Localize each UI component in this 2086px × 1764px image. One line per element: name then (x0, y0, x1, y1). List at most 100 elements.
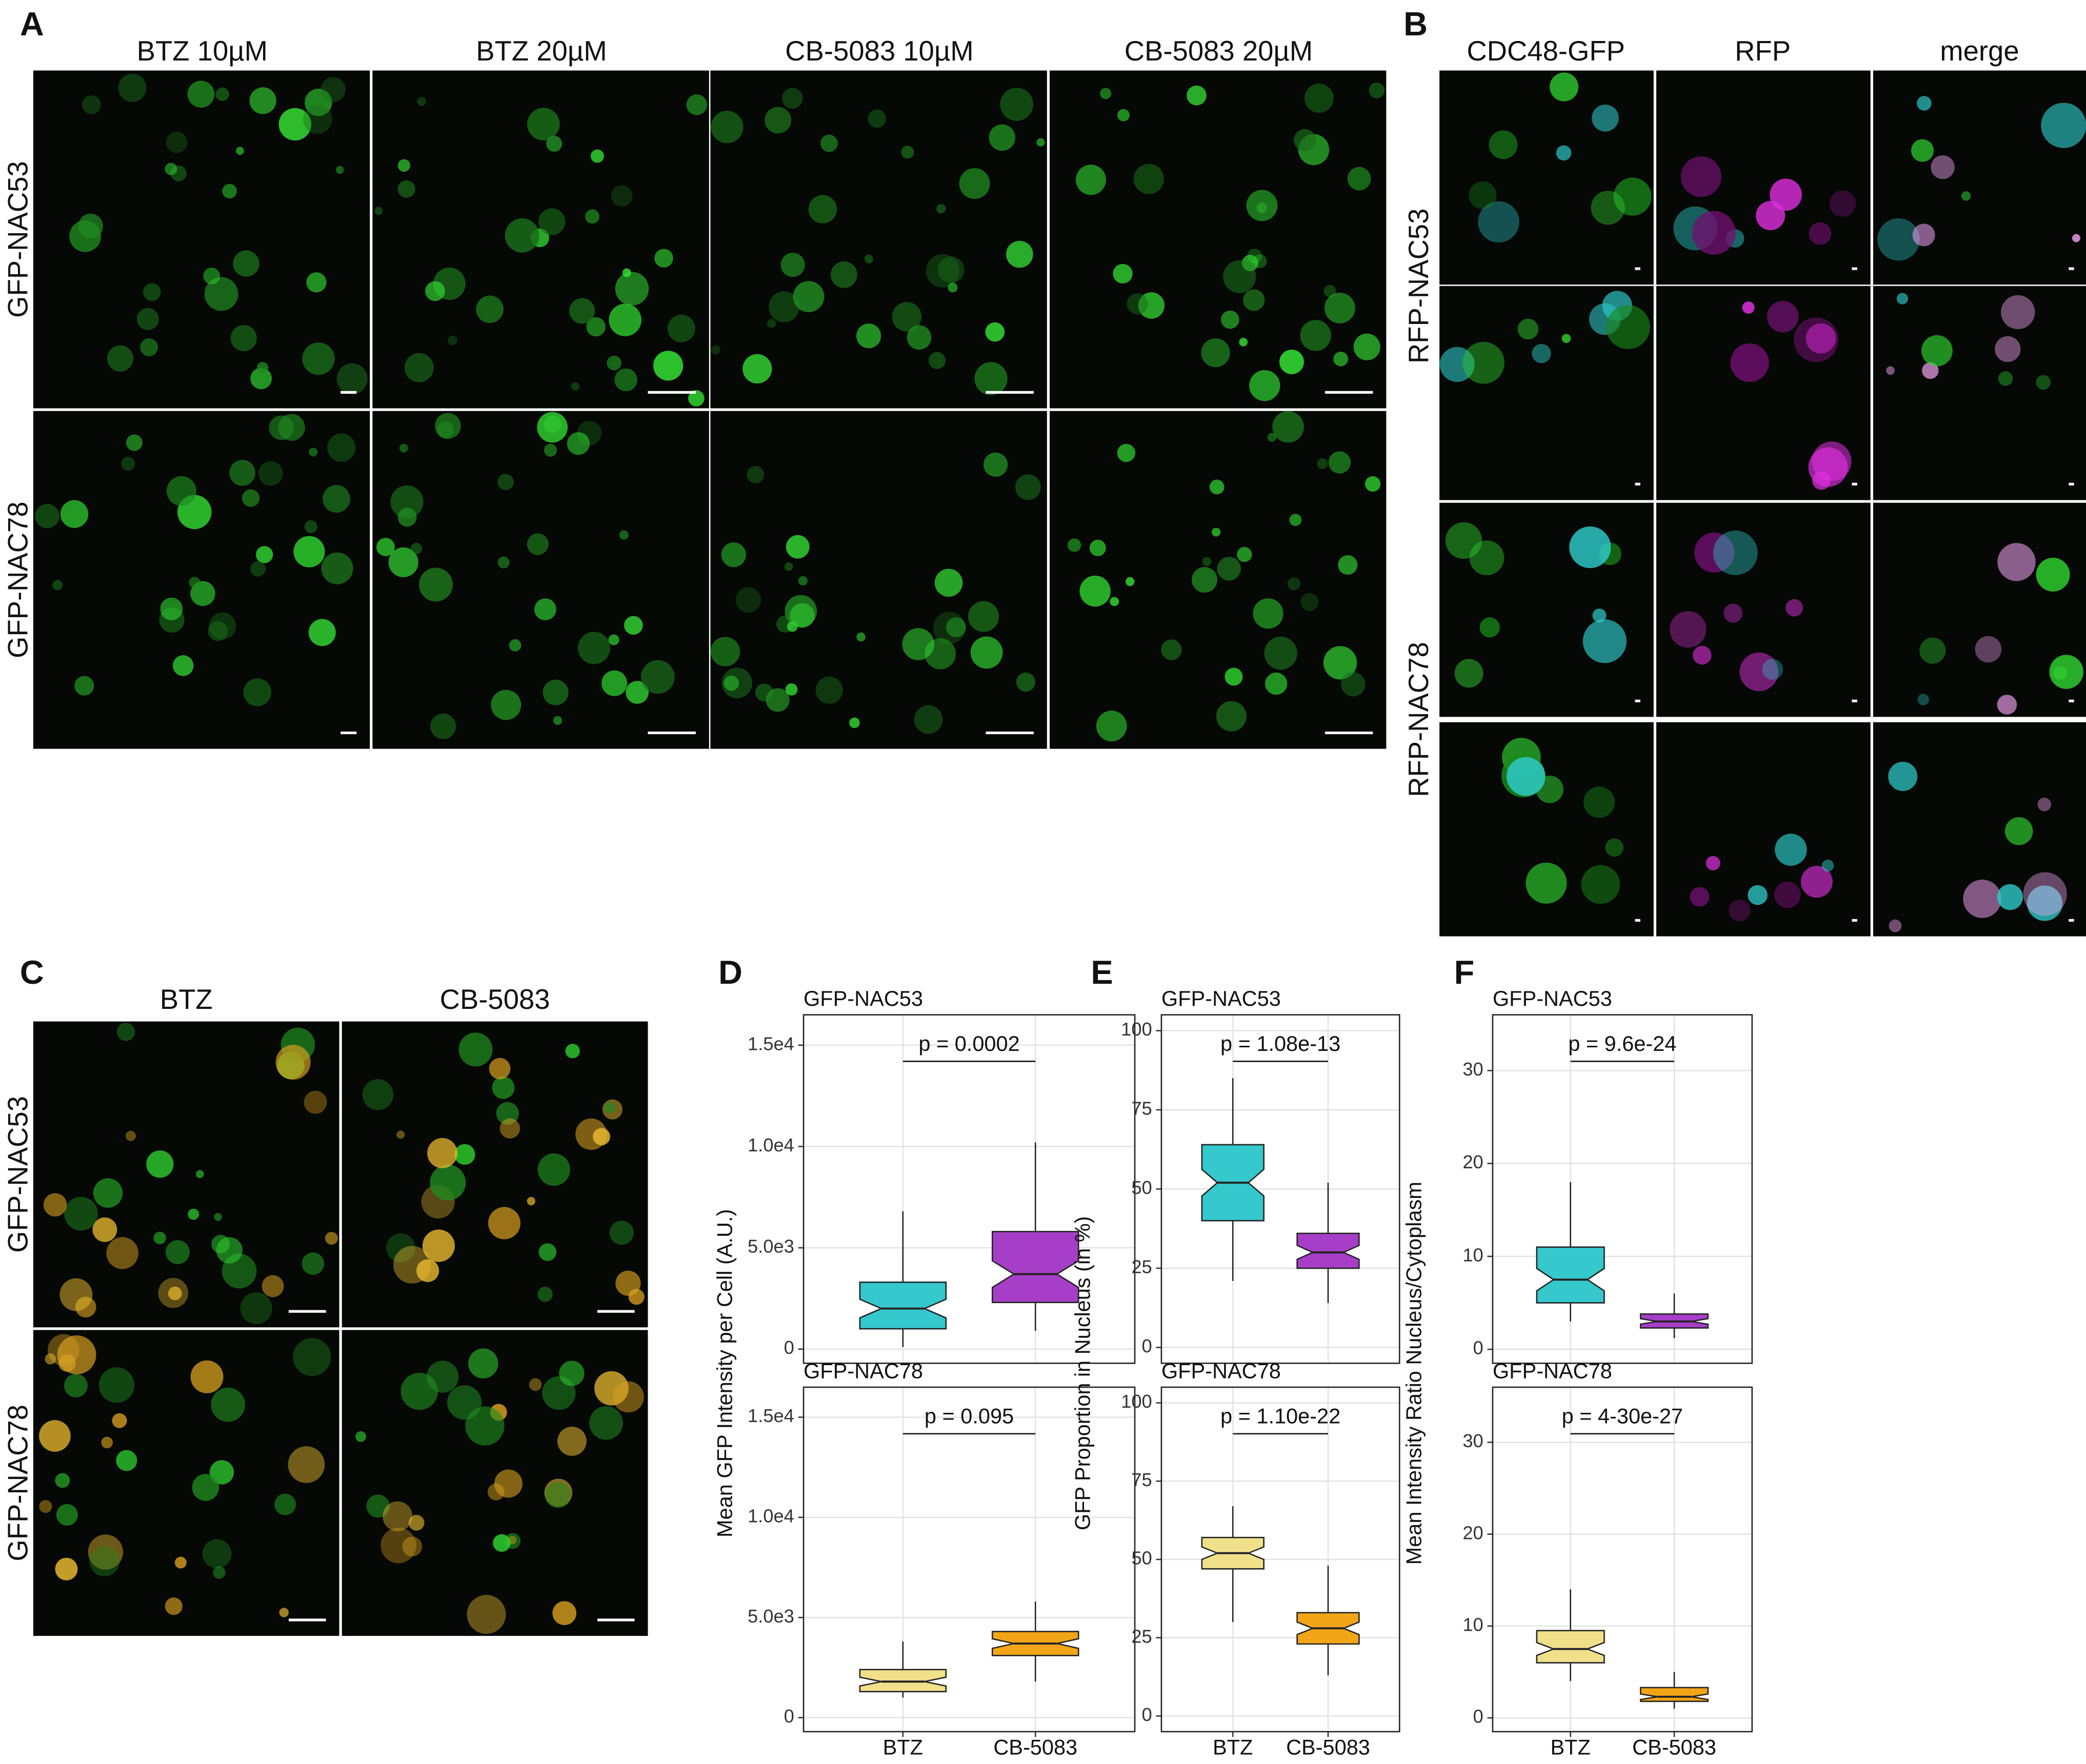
cell-structure (1237, 546, 1252, 562)
x-tick-label: BTZ (883, 1735, 923, 1759)
column-header: merge (1940, 35, 2019, 67)
cell-structure (233, 250, 259, 277)
micrograph (33, 1021, 339, 1328)
cell-structure (589, 1406, 623, 1440)
cell-structure (782, 88, 803, 109)
cell-structure (1133, 164, 1164, 194)
plot-frame (1492, 1014, 1753, 1364)
micrograph (1439, 70, 1654, 285)
cell-structure (968, 601, 999, 632)
cell-structure (970, 636, 1003, 669)
cell-structure (1995, 336, 2021, 362)
cell-structure (1888, 761, 1918, 792)
cell-structure (211, 1387, 246, 1422)
cell-structure (256, 546, 273, 563)
y-tick-label: 75 (1131, 1469, 1152, 1490)
cell-structure (166, 131, 188, 153)
plot-background (1492, 1387, 1752, 1732)
p-value: p = 0.095 (925, 1404, 1014, 1428)
y-tick-label: 30 (1462, 1059, 1483, 1080)
cell-structure (1931, 155, 1955, 179)
y-tick-label: 10 (1462, 1614, 1483, 1635)
cell-structure (1253, 598, 1283, 629)
cell-structure (448, 335, 457, 346)
cell-structure (1808, 447, 1848, 487)
cell-structure (1739, 652, 1779, 692)
panel-label: A (20, 5, 44, 43)
cell-structure (39, 1420, 71, 1452)
cell-structure (153, 1231, 166, 1245)
cell-structure (640, 660, 675, 694)
cell-structure (393, 1246, 431, 1284)
cell-structure (1353, 333, 1380, 360)
y-tick-label: 0 (784, 1337, 794, 1358)
cell-structure (497, 474, 514, 490)
row-label: GFP-NAC78 (2, 501, 33, 658)
cell-structure (1919, 637, 1946, 664)
cell-structure (1300, 320, 1331, 351)
cell-structure (1211, 528, 1221, 537)
cell-structure (1201, 338, 1230, 368)
micrograph (1439, 722, 1654, 937)
cell-structure (721, 542, 746, 567)
cell-structure (1690, 887, 1710, 907)
cell-structure (56, 1504, 78, 1526)
cell-structure (278, 108, 312, 141)
cell-structure (830, 261, 857, 288)
cell-structure (571, 382, 579, 391)
cell-structure (1365, 476, 1381, 492)
cell-structure (614, 368, 637, 392)
cell-structure (1556, 145, 1572, 161)
cell-structure (611, 185, 633, 207)
cell-structure (538, 1243, 557, 1261)
cell-structure (1469, 540, 1505, 576)
cell-structure (1264, 636, 1297, 670)
image-background (1439, 722, 1654, 937)
cell-structure (240, 1292, 272, 1325)
box (859, 1281, 947, 1330)
cell-structure (1532, 343, 1551, 363)
cell-structure (1243, 289, 1265, 311)
micrograph (710, 411, 1047, 749)
cell-structure (1517, 318, 1539, 340)
cell-structure (798, 576, 808, 586)
cell-structure (1110, 597, 1119, 606)
cell-structure (112, 1413, 127, 1428)
cell-structure (619, 530, 629, 540)
x-tick-label: CB-5083 (1632, 1735, 1716, 1759)
cell-structure (74, 676, 94, 696)
cell-structure (1469, 181, 1497, 209)
cell-structure (790, 603, 815, 628)
cell-structure (1272, 411, 1304, 443)
cell-structure (468, 1348, 498, 1378)
cell-structure (304, 520, 317, 534)
cell-structure (1267, 433, 1276, 442)
image-background (710, 70, 1047, 409)
cell-structure (527, 1197, 535, 1206)
cell-structure (688, 390, 705, 407)
cell-structure (321, 552, 353, 584)
cell-structure (416, 1259, 439, 1282)
cell-structure (1912, 224, 1935, 247)
micrograph (1049, 70, 1387, 409)
cell-structure (537, 1153, 570, 1186)
cell-structure (427, 1138, 458, 1168)
cell-structure (1877, 218, 1920, 261)
column-header: CB-5083 20µM (1125, 35, 1313, 67)
cell-structure (288, 1446, 325, 1483)
cell-structure (2036, 375, 2051, 390)
cell-structure (279, 1608, 289, 1617)
cell-structure (946, 617, 966, 637)
cell-structure (1694, 532, 1735, 573)
cell-structure (174, 1556, 187, 1569)
p-value: p = 9.6e-24 (1568, 1031, 1676, 1056)
cell-structure (1794, 317, 1839, 362)
cell-structure (211, 1234, 230, 1253)
plot-frame (1160, 1386, 1400, 1733)
cell-structure (907, 325, 932, 350)
panel-label: B (1403, 5, 1428, 43)
cell-structure (1324, 292, 1355, 323)
cell-structure (959, 168, 990, 199)
cell-structure (107, 345, 134, 372)
cell-structure (1117, 443, 1136, 462)
